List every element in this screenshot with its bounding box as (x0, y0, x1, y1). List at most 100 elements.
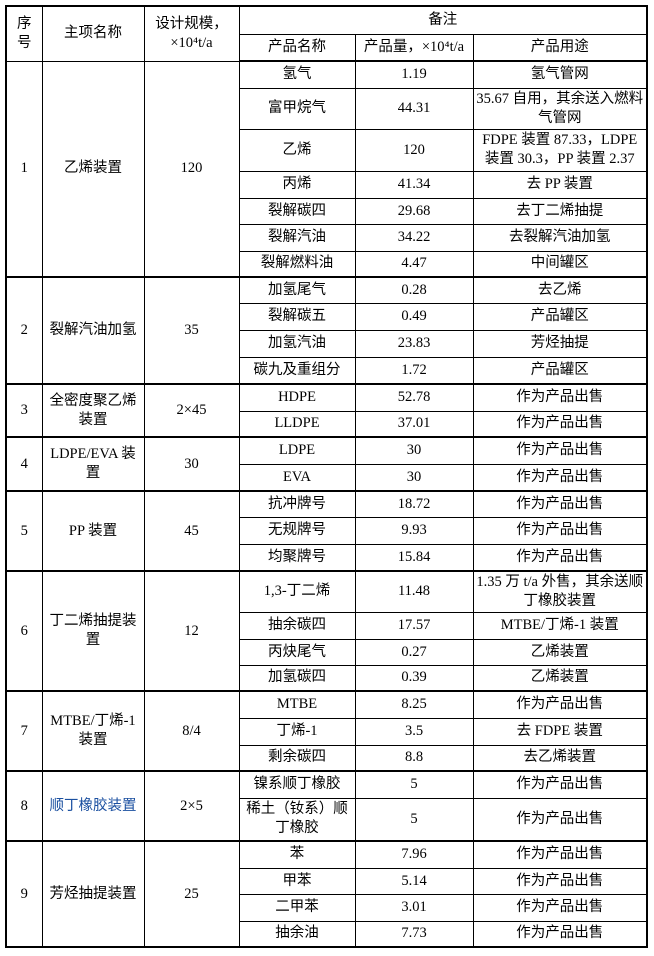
product-use: 作为产品出售 (472, 490, 648, 518)
product-name: LDPE (238, 436, 356, 465)
product-amount: 120 (354, 128, 474, 172)
product-use: 作为产品出售 (472, 463, 648, 492)
table-row: 均聚牌号 15.84 作为产品出售 (6, 543, 648, 572)
group-design-scale: 30 (143, 436, 240, 492)
product-name: 二甲苯 (238, 893, 356, 922)
table-row: 7 MTBE/丁烯-1 装置 8/4 MTBE 8.25 作为产品出售 (5, 690, 648, 772)
product-use: 乙烯装置 (472, 664, 648, 692)
header-product-amount: 产品量，×10⁴t/a (354, 33, 474, 62)
group-index: 3 (5, 383, 43, 438)
group-index: 1 (5, 60, 43, 278)
table-row: 二甲苯 3.01 作为产品出售 (6, 893, 648, 922)
header-product-use: 产品用途 (472, 33, 648, 62)
product-name: 1,3-丁二烯 (238, 570, 356, 613)
table-row: 裂解碳五 0.49 产品罐区 (6, 302, 648, 331)
product-use: 芳烃抽提 (472, 329, 648, 358)
product-use: 去丁二烯抽提 (472, 197, 648, 225)
product-use: 作为产品出售 (472, 383, 648, 412)
table-row: 2 裂解汽油加氢 35 加氢尾气 0.28 去乙烯 (5, 276, 648, 385)
product-use: 氢气管网 (472, 60, 648, 89)
product-name: 乙烯 (238, 128, 356, 172)
product-name: 裂解碳四 (238, 197, 356, 225)
group-item-name: LDPE/EVA 装置 (41, 436, 145, 492)
product-amount: 8.8 (354, 744, 474, 772)
product-amount: 18.72 (354, 490, 474, 518)
product-use: 去乙烯 (472, 276, 648, 304)
group-index: 4 (5, 436, 43, 492)
product-use: 作为产品出售 (472, 770, 648, 799)
group-index: 9 (5, 840, 43, 948)
table-row: 加氢碳四 0.39 乙烯装置 (6, 664, 648, 692)
product-amount: 17.57 (354, 611, 474, 640)
product-amount: 8.25 (354, 690, 474, 719)
product-amount: 4.47 (354, 250, 474, 278)
product-use: 作为产品出售 (472, 840, 648, 869)
product-name: 加氢汽油 (238, 329, 356, 358)
product-amount: 37.01 (354, 410, 474, 438)
group-design-scale: 8/4 (143, 690, 240, 772)
product-name: 裂解燃料油 (238, 250, 356, 278)
group-item-name: 裂解汽油加氢 (41, 276, 145, 385)
group-item-name: 全密度聚乙烯装置 (41, 383, 145, 438)
table-row: 6 丁二烯抽提装置 12 1,3-丁二烯 11.48 1.35 万 t/a 外售，其余送顺… (5, 570, 648, 692)
group-item-name: 芳烃抽提装置 (41, 840, 145, 948)
product-name: 抽余碳四 (238, 611, 356, 640)
group-item-name: 丁二烯抽提装置 (41, 570, 145, 692)
table-row: 9 芳烃抽提装置 25 苯 7.96 作为产品出售 (5, 840, 648, 948)
group-design-scale: 35 (143, 276, 240, 385)
product-amount: 52.78 (354, 383, 474, 412)
group-design-scale: 2×45 (143, 383, 240, 438)
product-amount: 0.39 (354, 664, 474, 692)
product-amount: 44.31 (354, 87, 474, 130)
product-amount: 11.48 (354, 570, 474, 613)
product-name: 无规牌号 (238, 516, 356, 545)
table-row: 5 PP 装置 45 抗冲牌号 18.72 作为产品出售 (5, 490, 648, 572)
table-row: 1 乙烯装置 120 氢气 1.19 氢气管网 (5, 60, 648, 278)
header-index: 序号 (5, 5, 43, 62)
group-index: 5 (5, 490, 43, 572)
product-use: 作为产品出售 (472, 893, 648, 922)
product-use: 作为产品出售 (472, 436, 648, 465)
product-amount: 7.96 (354, 840, 474, 869)
table-row: LLDPE 37.01 作为产品出售 (6, 410, 648, 438)
group-index: 8 (5, 770, 43, 842)
table-row: 富甲烷气 44.31 35.67 自用，其余送入燃料气管网 (6, 87, 648, 130)
product-use: 作为产品出售 (472, 543, 648, 572)
table-row: 裂解燃料油 4.47 中间罐区 (6, 250, 648, 278)
product-amount: 23.83 (354, 329, 474, 358)
product-name: LLDPE (238, 410, 356, 438)
product-amount: 1.19 (354, 60, 474, 89)
product-use: 作为产品出售 (472, 516, 648, 545)
product-amount: 0.28 (354, 276, 474, 304)
product-use: 35.67 自用，其余送入燃料气管网 (472, 87, 648, 130)
product-use: 去 FDPE 装置 (472, 717, 648, 746)
group-design-scale: 12 (143, 570, 240, 692)
product-name: MTBE (238, 690, 356, 719)
group-design-scale: 120 (143, 60, 240, 278)
product-name: 抗冲牌号 (238, 490, 356, 518)
product-amount: 29.68 (354, 197, 474, 225)
product-amount: 15.84 (354, 543, 474, 572)
group-item-name: 顺丁橡胶装置 (41, 770, 145, 842)
product-use: 去裂解汽油加氢 (472, 223, 648, 252)
product-amount: 5 (354, 797, 474, 842)
product-name: 剩余碳四 (238, 744, 356, 772)
product-amount: 7.73 (354, 920, 474, 948)
group-item-name: PP 装置 (41, 490, 145, 572)
table-row: 抽余碳四 17.57 MTBE/丁烯-1 装置 (6, 611, 648, 640)
table-body: 1 乙烯装置 120 氢气 1.19 氢气管网 富甲烷气 44.31 35.67 自用，其余送入… (5, 60, 648, 948)
product-name: 加氢尾气 (238, 276, 356, 304)
product-amount: 1.72 (354, 356, 474, 385)
table-row: 8 顺丁橡胶装置 2×5 镍系顺丁橡胶 5 作为产品出售 (5, 770, 648, 842)
table-row: 乙烯 120 FDPE 装置 87.33，LDPE 装置 30.3，PP 装置 2.… (6, 128, 648, 172)
product-table: 序号 主项名称 设计规模，×10⁴t/a 备注 产品名称 产品量，×10⁴t/a… (5, 5, 648, 948)
header-product-name: 产品名称 (238, 33, 356, 62)
product-amount: 3.01 (354, 893, 474, 922)
product-name: 镍系顺丁橡胶 (238, 770, 356, 799)
product-name: EVA (238, 463, 356, 492)
table-row: 4 LDPE/EVA 装置 30 LDPE 30 作为产品出售 (5, 436, 648, 492)
product-use: 乙烯装置 (472, 638, 648, 666)
product-amount: 30 (354, 436, 474, 465)
group-index: 7 (5, 690, 43, 772)
product-name: 裂解汽油 (238, 223, 356, 252)
